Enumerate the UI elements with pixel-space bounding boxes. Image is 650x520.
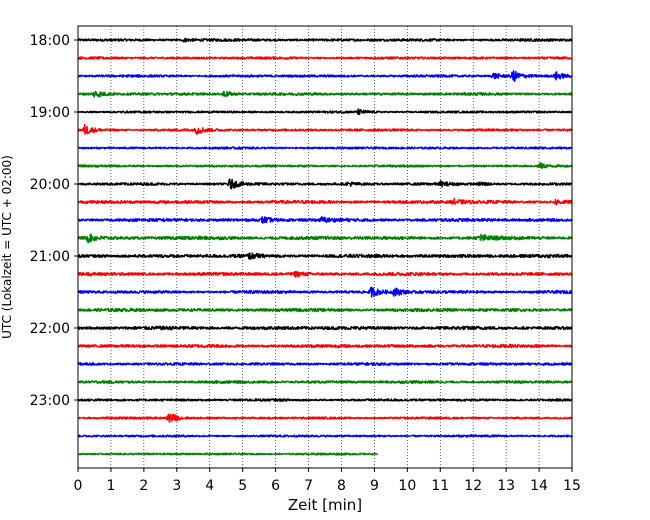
trace-line: [77, 286, 573, 298]
trace-line: [77, 90, 573, 98]
y-tick-label: 20:00: [30, 177, 70, 193]
trace-line: [77, 452, 378, 456]
x-tick-label: 0: [74, 478, 83, 494]
x-tick-label: 10: [398, 478, 416, 494]
trace-line: [77, 325, 573, 331]
trace-line: [77, 398, 573, 402]
trace-line: [77, 197, 573, 206]
trace-line: [77, 307, 573, 313]
x-axis-label: Zeit [min]: [288, 496, 362, 514]
trace-line: [77, 270, 573, 278]
x-tick-label: 4: [205, 478, 214, 494]
seismic-traces: [77, 37, 573, 456]
trace-line: [77, 56, 573, 60]
trace-line: [77, 178, 573, 190]
y-tick-label: 21:00: [30, 249, 70, 265]
x-tick-label: 7: [304, 478, 313, 494]
x-tick-label: 15: [563, 478, 581, 494]
y-tick-label: 23:00: [30, 393, 70, 409]
trace-line: [77, 215, 573, 224]
trace-line: [77, 434, 573, 438]
trace-line: [77, 123, 573, 135]
trace-line: [77, 343, 573, 349]
y-axis-ticks: 18:00 19:00 20:00 21:00 22:00 23:00: [30, 33, 78, 409]
plot-frame: [77, 25, 573, 469]
x-tick-label: 1: [106, 478, 115, 494]
x-tick-label: 2: [139, 478, 148, 494]
trace-line: [77, 70, 573, 83]
x-tick-label: 5: [238, 478, 247, 494]
trace-line: [77, 361, 573, 367]
trace-line: [77, 379, 573, 385]
trace-line: [77, 413, 573, 423]
x-tick-label: 11: [431, 478, 449, 494]
x-tick-label: 14: [530, 478, 548, 494]
trace-line: [77, 162, 573, 169]
trace-line: [77, 108, 573, 116]
x-tick-label: 9: [370, 478, 379, 494]
x-tick-label: 12: [464, 478, 482, 494]
x-axis-ticks: 0 1 2 3 4 5 6 7 8 9 10 11 12 13 14 15: [74, 468, 581, 494]
y-axis-label: UTC (Lokalzeit = UTC + 02:00): [0, 155, 14, 339]
y-tick-label: 22:00: [30, 321, 70, 337]
trace-line: [77, 37, 573, 43]
x-tick-label: 6: [271, 478, 280, 494]
trace-line: [77, 233, 573, 244]
y-tick-label: 18:00: [30, 33, 70, 49]
trace-line: [77, 252, 573, 261]
x-tick-label: 13: [497, 478, 515, 494]
x-tick-label: 3: [172, 478, 181, 494]
trace-line: [77, 146, 573, 150]
x-tick-label: 8: [337, 478, 346, 494]
y-tick-label: 19:00: [30, 105, 70, 121]
